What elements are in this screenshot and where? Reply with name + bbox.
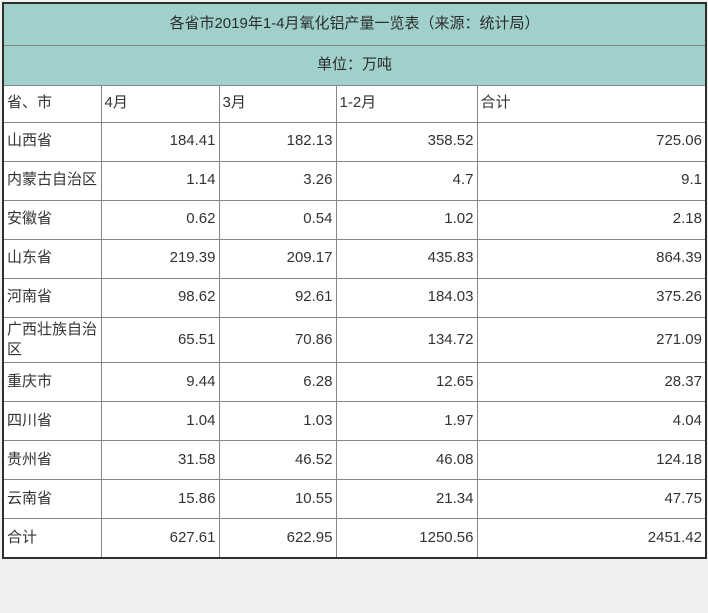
- value-cell: 219.39: [100, 238, 220, 279]
- region-cell: 合计: [2, 518, 102, 558]
- region-cell: 重庆市: [2, 362, 102, 402]
- region-cell: 山东省: [2, 238, 102, 279]
- value-cell: 2.18: [476, 199, 707, 240]
- value-cell: 4.7: [335, 160, 478, 201]
- column-header-0: 省、市: [2, 84, 102, 123]
- value-cell: 47.75: [476, 479, 707, 519]
- value-cell: 46.08: [335, 440, 478, 480]
- region-cell: 四川省: [2, 401, 102, 441]
- value-cell: 435.83: [335, 238, 478, 279]
- value-cell: 1.03: [218, 401, 337, 441]
- table-row: 贵州省 31.58 46.52 46.08 124.18: [2, 440, 707, 480]
- value-cell: 2451.42: [476, 518, 707, 558]
- table-row: 山西省 184.41 182.13 358.52 725.06: [2, 121, 707, 162]
- value-cell: 6.28: [218, 362, 337, 402]
- value-cell: 15.86: [100, 479, 220, 519]
- value-cell: 725.06: [476, 121, 707, 162]
- table-row: 内蒙古自治区 1.14 3.26 4.7 9.1: [2, 160, 707, 201]
- column-header-2: 3月: [218, 84, 337, 123]
- unit-label: 单位：万吨: [2, 44, 707, 86]
- value-cell: 98.62: [100, 277, 220, 318]
- table-row: 四川省 1.04 1.03 1.97 4.04: [2, 401, 707, 441]
- value-cell: 9.1: [476, 160, 707, 201]
- value-cell: 627.61: [100, 518, 220, 558]
- value-cell: 3.26: [218, 160, 337, 201]
- value-cell: 0.62: [100, 199, 220, 240]
- region-cell: 云南省: [2, 479, 102, 519]
- table-row: 重庆市 9.44 6.28 12.65 28.37: [2, 362, 707, 402]
- table-row: 安徽省 0.62 0.54 1.02 2.18: [2, 199, 707, 240]
- region-cell: 内蒙古自治区: [2, 160, 102, 201]
- region-cell: 河南省: [2, 277, 102, 318]
- total-row: 合计 627.61 622.95 1250.56 2451.42: [2, 518, 707, 558]
- value-cell: 4.04: [476, 401, 707, 441]
- region-cell: 山西省: [2, 121, 102, 162]
- table-row: 河南省 98.62 92.61 184.03 375.26: [2, 277, 707, 318]
- value-cell: 1.02: [335, 199, 478, 240]
- table-title: 各省市2019年1-4月氧化铝产量一览表（来源：统计局）: [2, 2, 707, 46]
- value-cell: 184.03: [335, 277, 478, 318]
- production-table: 各省市2019年1-4月氧化铝产量一览表（来源：统计局） 单位：万吨 省、市 4月…: [2, 2, 707, 559]
- value-cell: 622.95: [218, 518, 337, 558]
- region-cell: 安徽省: [2, 199, 102, 240]
- value-cell: 209.17: [218, 238, 337, 279]
- value-cell: 10.55: [218, 479, 337, 519]
- value-cell: 864.39: [476, 238, 707, 279]
- value-cell: 271.09: [476, 316, 707, 363]
- value-cell: 21.34: [335, 479, 478, 519]
- region-cell: 贵州省: [2, 440, 102, 480]
- value-cell: 124.18: [476, 440, 707, 480]
- value-cell: 1.97: [335, 401, 478, 441]
- value-cell: 31.58: [100, 440, 220, 480]
- value-cell: 46.52: [218, 440, 337, 480]
- table-row: 云南省 15.86 10.55 21.34 47.75: [2, 479, 707, 519]
- value-cell: 358.52: [335, 121, 478, 162]
- value-cell: 1.04: [100, 401, 220, 441]
- value-cell: 134.72: [335, 316, 478, 363]
- value-cell: 12.65: [335, 362, 478, 402]
- title-row: 各省市2019年1-4月氧化铝产量一览表（来源：统计局）: [2, 2, 707, 46]
- column-header-row: 省、市 4月 3月 1-2月 合计: [2, 84, 707, 123]
- value-cell: 0.54: [218, 199, 337, 240]
- value-cell: 92.61: [218, 277, 337, 318]
- value-cell: 184.41: [100, 121, 220, 162]
- value-cell: 9.44: [100, 362, 220, 402]
- value-cell: 182.13: [218, 121, 337, 162]
- value-cell: 70.86: [218, 316, 337, 363]
- value-cell: 375.26: [476, 277, 707, 318]
- column-header-1: 4月: [100, 84, 220, 123]
- column-header-3: 1-2月: [335, 84, 478, 123]
- table-body: 山西省 184.41 182.13 358.52 725.06 内蒙古自治区 1.14 3.2…: [2, 121, 707, 558]
- value-cell: 1.14: [100, 160, 220, 201]
- value-cell: 1250.56: [335, 518, 478, 558]
- table-row: 广西壮族自治区 65.51 70.86 134.72 271.09: [2, 316, 707, 363]
- region-cell: 广西壮族自治区: [2, 316, 102, 363]
- value-cell: 28.37: [476, 362, 707, 402]
- column-header-4: 合计: [476, 84, 707, 123]
- value-cell: 65.51: [100, 316, 220, 363]
- table-row: 山东省 219.39 209.17 435.83 864.39: [2, 238, 707, 279]
- unit-row: 单位：万吨: [2, 44, 707, 86]
